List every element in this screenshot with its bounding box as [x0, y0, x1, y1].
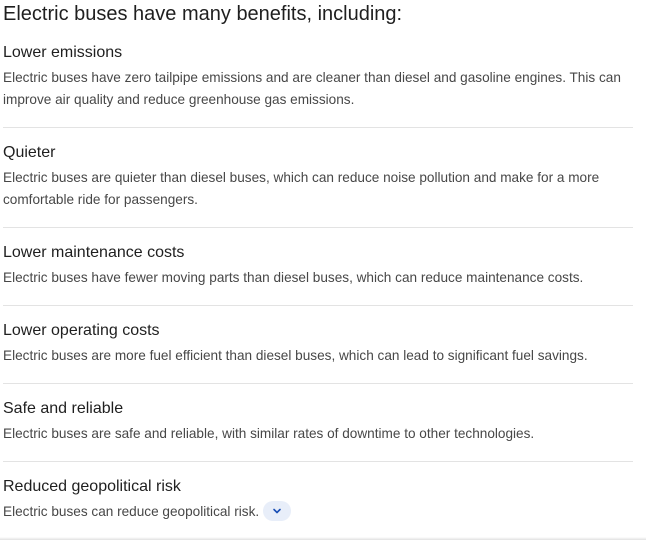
benefit-title: Lower emissions — [3, 44, 123, 61]
benefit-item-lower-maintenance-costs: Lower maintenance costs Electric buses h… — [3, 242, 633, 306]
expand-button[interactable] — [263, 501, 292, 522]
benefit-item-lower-emissions: Lower emissions Electric buses have zero… — [3, 42, 633, 128]
chevron-down-icon — [273, 509, 281, 514]
benefit-title: Lower maintenance costs — [3, 244, 185, 261]
page-heading: Electric buses have many benefits, inclu… — [3, 3, 403, 25]
bottom-edge-shadow — [0, 537, 646, 540]
benefit-title: Lower operating costs — [3, 322, 160, 339]
benefit-title: Safe and reliable — [3, 400, 124, 417]
benefit-title: Quieter — [3, 144, 56, 161]
benefit-item-lower-operating-costs: Lower operating costs Electric buses are… — [3, 320, 633, 384]
benefit-item-quieter: Quieter Electric buses are quieter than … — [3, 142, 633, 228]
benefit-description: Electric buses have zero tailpipe emissi… — [3, 70, 621, 107]
benefit-title: Reduced geopolitical risk — [3, 478, 181, 495]
benefit-description: Electric buses are more fuel efficient t… — [3, 348, 588, 363]
benefit-item-safe-and-reliable: Safe and reliable Electric buses are saf… — [3, 398, 633, 462]
benefit-description: Electric buses are safe and reliable, wi… — [3, 426, 535, 441]
benefit-description: Electric buses have fewer moving parts t… — [3, 270, 584, 285]
benefit-description: Electric buses are quieter than diesel b… — [3, 170, 600, 207]
benefits-list: Lower emissions Electric buses have zero… — [3, 42, 633, 523]
benefit-item-reduced-geopolitical-risk: Reduced geopolitical risk Electric buses… — [3, 476, 633, 523]
benefit-description-text: Electric buses can reduce geopolitical r… — [3, 504, 260, 519]
benefit-description: Electric buses can reduce geopolitical r… — [3, 501, 633, 523]
